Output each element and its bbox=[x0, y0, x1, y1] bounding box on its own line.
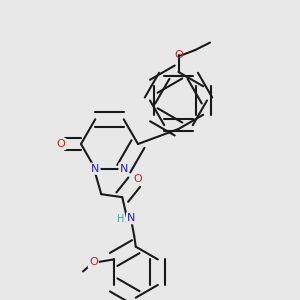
Text: O: O bbox=[89, 257, 98, 267]
Text: O: O bbox=[174, 50, 183, 61]
Text: N: N bbox=[127, 213, 135, 223]
Text: O: O bbox=[56, 139, 65, 149]
Text: O: O bbox=[133, 174, 142, 184]
Text: N: N bbox=[91, 164, 99, 174]
Text: N: N bbox=[120, 164, 128, 174]
Text: H: H bbox=[117, 214, 124, 224]
